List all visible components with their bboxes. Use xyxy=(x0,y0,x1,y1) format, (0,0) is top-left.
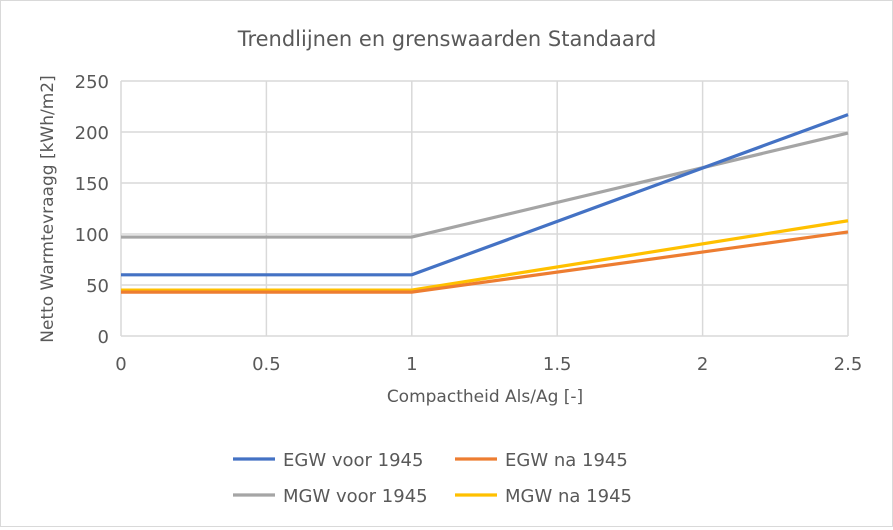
legend-label: EGW voor 1945 xyxy=(283,450,423,471)
x-tick-label: 2.5 xyxy=(834,354,863,375)
y-tick-label: 50 xyxy=(86,276,109,297)
x-tick-label: 1 xyxy=(406,354,417,375)
legend-label: MGW na 1945 xyxy=(505,486,632,507)
chart-title: Trendlijnen en grenswaarden Standaard xyxy=(237,27,657,51)
y-tick-label: 100 xyxy=(75,225,109,246)
y-tick-label: 250 xyxy=(75,72,109,93)
series-line-egw-voor-1945 xyxy=(121,113,849,277)
x-tick-label: 1.5 xyxy=(543,354,572,375)
legend-label: MGW voor 1945 xyxy=(283,486,428,507)
y-tick-label: 0 xyxy=(98,327,109,348)
x-axis-label: Compactheid Als/Ag [-] xyxy=(387,387,583,407)
x-tick-label: 0.5 xyxy=(252,354,281,375)
legend-label: EGW na 1945 xyxy=(505,450,628,471)
x-tick-label: 2 xyxy=(697,354,708,375)
y-tick-label: 200 xyxy=(75,123,109,144)
y-tick-label: 150 xyxy=(75,174,109,195)
x-tick-label: 0 xyxy=(115,354,126,375)
y-axis-label: Netto Warmtevraagg [kWh/m2] xyxy=(38,75,58,343)
series-line-mgw-na-1945 xyxy=(121,219,849,292)
series-line-egw-na-1945 xyxy=(121,230,849,294)
series-line-mgw-voor-1945 xyxy=(121,131,849,239)
